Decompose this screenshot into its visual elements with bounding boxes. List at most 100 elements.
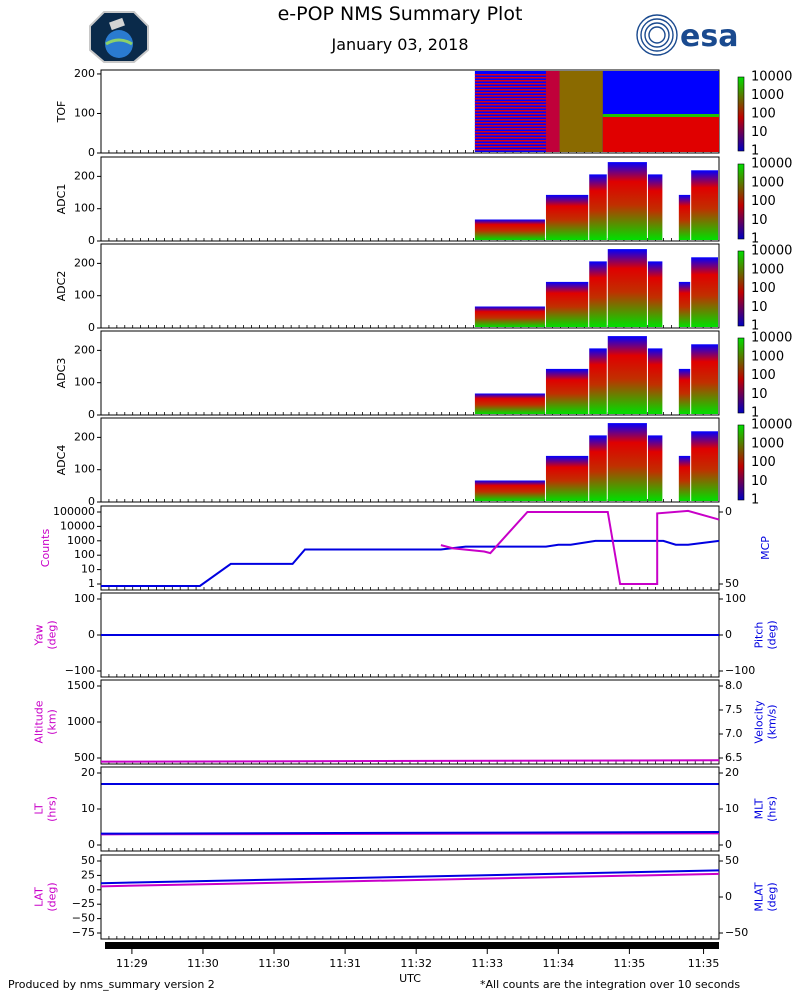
colorbar-tick-label: 100 (751, 107, 776, 122)
y-tick-label: 50 (725, 577, 739, 590)
tof-heatmap-streak (474, 104, 546, 106)
panel-ylabel-adc4: ADC4 (55, 445, 68, 476)
panel-ylabel-adc3-line: ADC3 (55, 358, 68, 389)
panel-ylabel-left: Counts (39, 529, 52, 568)
y-tick-label: 1000 (67, 715, 95, 728)
panel-frame-8 (100, 766, 720, 852)
tof-heatmap-streak (474, 116, 546, 118)
y-tick-label: −50 (72, 912, 95, 925)
panel-frame-7 (100, 679, 720, 765)
page-title: e-POP NMS Summary Plot (277, 3, 523, 25)
y-tick-label: 50 (725, 854, 739, 867)
heatmap-bin (691, 257, 718, 327)
colorbar-tick-label: 100 (751, 368, 776, 383)
x-tick-label: 11:35 (614, 957, 646, 970)
tof-heatmap-streak (474, 134, 546, 136)
panel-ylabel-adc1-line: ADC1 (55, 184, 68, 215)
y-tick-label: 100 (74, 592, 95, 605)
panel-ylabel-left: Altitude (km) (33, 700, 59, 743)
y-tick-label: 0 (725, 505, 732, 518)
tof-heatmap-band (602, 116, 719, 152)
heatmap-bin (607, 336, 647, 414)
series-line-counts (440, 509, 720, 585)
y-tick-label: 1 (88, 577, 95, 590)
x-tick-label: 11:31 (329, 957, 361, 970)
panel-ylabel-adc4-line: ADC4 (55, 445, 68, 476)
y-tick-label: 1000 (67, 534, 95, 547)
heatmap-bin (607, 249, 647, 327)
colorbar-tick-label: 10000 (751, 244, 792, 259)
heatmap-bin (647, 435, 663, 501)
colorbar-tick-label: 10 (751, 213, 768, 228)
y-tick-label: 100 (74, 376, 95, 389)
heatmap-bin (589, 174, 607, 240)
x-tick-label: 11:29 (116, 957, 148, 970)
tof-heatmap-band (559, 71, 603, 152)
colorbar-tick-label: 1000 (751, 175, 784, 190)
panel-ylabel-right-line: Pitch (753, 622, 766, 649)
tof-heatmap-line (602, 114, 719, 117)
tof-heatmap-band (545, 71, 560, 152)
colorbar-tick-label: 100 (751, 194, 776, 209)
tof-heatmap-streak (474, 74, 546, 76)
panel-ylabel-right: MLT (hrs) (753, 796, 779, 822)
panel-ylabel-tof: TOF (55, 101, 68, 124)
y-tick-label: 0 (88, 883, 95, 896)
y-tick-label: 100 (725, 592, 746, 605)
panel-ylabel-left-line: Altitude (33, 700, 46, 743)
tof-heatmap-streak (474, 107, 546, 109)
panel-frame-5 (100, 505, 720, 591)
y-tick-label: 0 (88, 628, 95, 641)
y-tick-label: 10 (81, 563, 95, 576)
y-tick-label: 20 (725, 766, 739, 779)
tof-heatmap-streak (474, 98, 546, 100)
panel-ylabel-right: MCP (759, 536, 772, 560)
heatmap-bin (589, 261, 607, 327)
panel-ylabel-adc2: ADC2 (55, 271, 68, 302)
tof-heatmap-streak (474, 128, 546, 130)
panel-ylabel-left-line: (deg) (46, 620, 59, 649)
colorbar-tick-label: 10000 (751, 331, 792, 346)
epop-logo (89, 11, 149, 63)
y-tick-label: 0 (88, 495, 95, 508)
panel-ylabel-left: LT (hrs) (33, 796, 59, 822)
series-line-mlt (100, 831, 720, 835)
panel-ylabel-right-line: (km/s) (766, 704, 779, 739)
y-tick-label: −50 (725, 926, 748, 939)
y-tick-label: 100 (74, 106, 95, 119)
tof-heatmap-streak (474, 113, 546, 115)
heatmap-bin (589, 348, 607, 414)
tof-heatmap-streak (474, 119, 546, 121)
panel-ylabel-right: Pitch (deg) (753, 620, 779, 649)
y-tick-label: 7.0 (725, 727, 743, 740)
series-line-lat (100, 872, 720, 888)
y-tick-label: 100 (74, 289, 95, 302)
heatmap-bin (691, 170, 718, 240)
y-tick-label: 25 (81, 868, 95, 881)
y-tick-label: 0 (88, 838, 95, 851)
footer-integration-note: *All counts are the integration over 10 … (480, 978, 741, 991)
panel-ylabel-left-line: Yaw (33, 625, 46, 647)
series-line-mlat (100, 869, 720, 885)
panel-ylabel-left-line: (km) (46, 709, 59, 735)
panel-ylabel-left-line: LT (33, 803, 46, 815)
panel-ylabel-left: Yaw (deg) (33, 620, 59, 649)
y-tick-label: 100000 (53, 505, 95, 518)
y-tick-label: 200 (74, 343, 95, 356)
y-tick-label: 0 (88, 321, 95, 334)
panel-ylabel-right-line: MCP (759, 536, 772, 560)
y-tick-label: 50 (81, 854, 95, 867)
y-tick-label: 8.0 (725, 679, 743, 692)
series-line-altitude (100, 759, 720, 763)
tof-heatmap-streak (474, 143, 546, 145)
x-axis-label: UTC (399, 972, 421, 985)
heatmap-bin (474, 306, 545, 327)
y-tick-label: 100 (74, 202, 95, 215)
panel-ylabel-right: Velocity (km/s) (753, 700, 779, 744)
heatmap-bin (678, 455, 691, 501)
colorbar-tick-label: 1000 (751, 436, 784, 451)
heatmap-bin (474, 480, 545, 501)
heatmap-bin (545, 368, 589, 414)
tof-heatmap-streak (474, 122, 546, 124)
